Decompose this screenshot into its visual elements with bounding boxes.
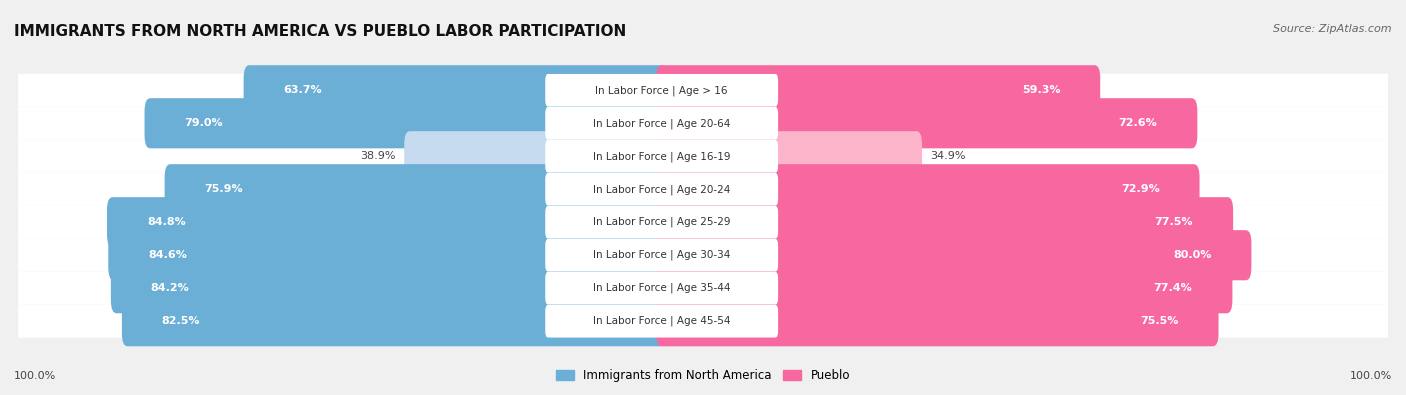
FancyBboxPatch shape xyxy=(546,74,778,107)
FancyBboxPatch shape xyxy=(18,74,1388,107)
Text: Source: ZipAtlas.com: Source: ZipAtlas.com xyxy=(1274,24,1392,34)
FancyBboxPatch shape xyxy=(122,296,668,346)
FancyBboxPatch shape xyxy=(145,98,668,149)
FancyBboxPatch shape xyxy=(546,206,778,239)
Text: In Labor Force | Age 35-44: In Labor Force | Age 35-44 xyxy=(593,283,730,293)
FancyBboxPatch shape xyxy=(18,272,1388,305)
FancyBboxPatch shape xyxy=(546,140,778,173)
Text: 77.4%: 77.4% xyxy=(1154,283,1192,293)
FancyBboxPatch shape xyxy=(108,230,668,280)
Text: In Labor Force | Age 20-24: In Labor Force | Age 20-24 xyxy=(593,184,730,194)
FancyBboxPatch shape xyxy=(165,164,668,214)
FancyBboxPatch shape xyxy=(546,239,778,272)
Text: 79.0%: 79.0% xyxy=(184,118,224,128)
FancyBboxPatch shape xyxy=(405,131,668,181)
FancyBboxPatch shape xyxy=(18,239,1388,272)
FancyBboxPatch shape xyxy=(18,305,1388,338)
Text: In Labor Force | Age > 16: In Labor Force | Age > 16 xyxy=(595,85,728,96)
Text: 77.5%: 77.5% xyxy=(1154,217,1194,227)
Text: 75.5%: 75.5% xyxy=(1140,316,1178,326)
Text: 63.7%: 63.7% xyxy=(284,85,322,95)
FancyBboxPatch shape xyxy=(657,263,1233,313)
Text: In Labor Force | Age 45-54: In Labor Force | Age 45-54 xyxy=(593,316,730,326)
Text: 80.0%: 80.0% xyxy=(1173,250,1212,260)
Text: 100.0%: 100.0% xyxy=(1350,371,1392,381)
Text: 38.9%: 38.9% xyxy=(360,151,396,161)
Text: 84.8%: 84.8% xyxy=(148,217,186,227)
FancyBboxPatch shape xyxy=(546,305,778,338)
Text: 82.5%: 82.5% xyxy=(162,316,200,326)
FancyBboxPatch shape xyxy=(18,140,1388,173)
FancyBboxPatch shape xyxy=(546,107,778,139)
Text: In Labor Force | Age 16-19: In Labor Force | Age 16-19 xyxy=(593,151,730,162)
FancyBboxPatch shape xyxy=(546,173,778,205)
Text: 72.9%: 72.9% xyxy=(1121,184,1160,194)
FancyBboxPatch shape xyxy=(18,107,1388,140)
Text: 75.9%: 75.9% xyxy=(205,184,243,194)
FancyBboxPatch shape xyxy=(657,65,1101,115)
FancyBboxPatch shape xyxy=(657,131,922,181)
Text: IMMIGRANTS FROM NORTH AMERICA VS PUEBLO LABOR PARTICIPATION: IMMIGRANTS FROM NORTH AMERICA VS PUEBLO … xyxy=(14,24,626,39)
Text: 34.9%: 34.9% xyxy=(931,151,966,161)
FancyBboxPatch shape xyxy=(546,272,778,305)
FancyBboxPatch shape xyxy=(657,230,1251,280)
FancyBboxPatch shape xyxy=(657,197,1233,247)
FancyBboxPatch shape xyxy=(657,296,1219,346)
FancyBboxPatch shape xyxy=(18,173,1388,206)
FancyBboxPatch shape xyxy=(243,65,668,115)
FancyBboxPatch shape xyxy=(111,263,668,313)
Text: In Labor Force | Age 25-29: In Labor Force | Age 25-29 xyxy=(593,217,730,228)
Text: In Labor Force | Age 30-34: In Labor Force | Age 30-34 xyxy=(593,250,730,260)
Text: 72.6%: 72.6% xyxy=(1119,118,1157,128)
FancyBboxPatch shape xyxy=(657,98,1198,149)
Legend: Immigrants from North America, Pueblo: Immigrants from North America, Pueblo xyxy=(551,364,855,387)
FancyBboxPatch shape xyxy=(18,206,1388,239)
FancyBboxPatch shape xyxy=(657,164,1199,214)
Text: In Labor Force | Age 20-64: In Labor Force | Age 20-64 xyxy=(593,118,730,128)
Text: 59.3%: 59.3% xyxy=(1022,85,1060,95)
Text: 84.2%: 84.2% xyxy=(150,283,190,293)
Text: 84.6%: 84.6% xyxy=(148,250,187,260)
Text: 100.0%: 100.0% xyxy=(14,371,56,381)
FancyBboxPatch shape xyxy=(107,197,668,247)
